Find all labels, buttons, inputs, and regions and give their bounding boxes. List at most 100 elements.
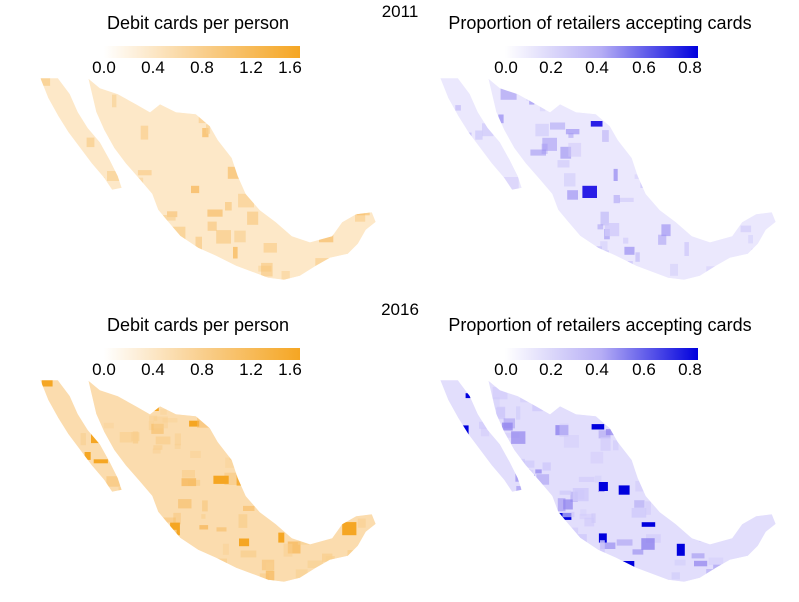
municipality-patch	[497, 406, 506, 420]
municipality-patch	[582, 185, 597, 198]
municipality-patch	[661, 224, 671, 237]
municipality-patch	[512, 458, 525, 464]
municipality-patch	[515, 235, 529, 248]
municipality-patch	[559, 423, 569, 437]
municipality-patch	[716, 384, 730, 397]
municipality-patch	[325, 163, 331, 175]
municipality-patch	[41, 380, 53, 387]
municipality-patch	[195, 389, 205, 399]
municipality-patch	[69, 163, 85, 168]
municipality-patch	[44, 483, 57, 497]
country-border	[39, 77, 377, 281]
municipality-patch	[778, 412, 783, 426]
municipality-patch	[624, 246, 635, 255]
country-border	[39, 379, 377, 583]
municipality-patch	[597, 95, 613, 109]
municipality-patch	[720, 470, 733, 484]
municipality-patch	[602, 554, 607, 567]
municipality-patch	[454, 504, 469, 512]
municipality-patch	[93, 459, 108, 464]
municipality-patch	[101, 138, 110, 146]
municipality-patch	[350, 408, 362, 413]
municipality-patch	[184, 275, 192, 280]
municipality-patch	[155, 436, 171, 445]
municipality-patch	[297, 540, 311, 545]
municipality-patch	[680, 164, 697, 169]
municipality-patch	[144, 228, 151, 234]
municipality-patch	[40, 238, 56, 253]
municipality-patch	[542, 137, 557, 151]
municipality-patch	[195, 236, 202, 250]
municipality-patch	[320, 454, 336, 461]
municipality-patch	[706, 569, 720, 580]
municipality-patch	[673, 475, 682, 483]
municipality-patch	[474, 549, 480, 559]
municipality-patch	[745, 455, 757, 461]
municipality-patch	[142, 95, 155, 102]
municipality-patch	[300, 172, 308, 180]
municipality-patch	[532, 399, 543, 412]
municipality-patch	[750, 490, 757, 499]
municipality-patch	[166, 265, 172, 276]
municipality-patch	[769, 119, 776, 124]
municipality-patch	[455, 105, 461, 111]
municipality-patch	[108, 520, 114, 530]
municipality-patch	[621, 561, 635, 573]
municipality-patch	[48, 214, 59, 229]
municipality-patch	[591, 424, 605, 430]
municipality-patch	[503, 581, 509, 582]
municipality-patch	[174, 433, 181, 446]
municipality-patch	[450, 554, 456, 565]
municipality-patch	[452, 522, 466, 537]
municipality-patch	[737, 107, 745, 112]
municipality-patch	[441, 444, 453, 451]
municipality-patch	[48, 492, 57, 503]
municipality-patch	[41, 453, 56, 465]
municipality-patch	[102, 279, 111, 280]
municipality-patch	[579, 513, 593, 520]
municipality-patch	[440, 111, 449, 124]
municipality-patch	[477, 492, 484, 498]
municipality-patch	[91, 433, 101, 444]
municipality-patch	[713, 564, 721, 577]
municipality-patch	[567, 554, 578, 565]
municipality-patch	[151, 423, 164, 434]
municipality-patch	[563, 435, 579, 448]
municipality-patch	[587, 587, 597, 597]
municipality-patch	[473, 276, 487, 280]
municipality-patch	[634, 174, 641, 179]
municipality-patch	[751, 81, 767, 91]
municipality-patch	[676, 543, 685, 556]
municipality-patch	[618, 485, 630, 495]
municipality-patch	[535, 123, 549, 137]
municipality-patch	[69, 148, 76, 154]
municipality-patch	[351, 586, 366, 590]
municipality-patch	[298, 579, 311, 582]
municipality-patch	[356, 207, 370, 216]
map-panel-retailers-2016: Proportion of retailers accepting cards …	[400, 302, 799, 602]
municipality-patch	[487, 512, 497, 523]
colorbar-tick: 1.2	[239, 360, 263, 379]
municipality-patch	[656, 148, 664, 157]
municipality-patch	[353, 388, 361, 395]
municipality-patch	[493, 397, 500, 410]
municipality-patch	[199, 283, 207, 296]
colorbar-tick: 0.4	[141, 360, 165, 379]
municipality-patch	[492, 197, 506, 209]
municipality-patch	[679, 286, 694, 292]
municipality-patch	[309, 203, 324, 216]
municipality-patch	[266, 562, 274, 572]
municipality-patch	[296, 94, 308, 101]
municipality-patch	[461, 554, 471, 561]
municipality-patch	[670, 263, 678, 276]
municipality-patch	[319, 231, 334, 243]
municipality-patch	[50, 272, 58, 280]
municipality-patch	[476, 196, 492, 205]
municipality-patch	[757, 457, 764, 464]
municipality-patch	[307, 560, 324, 568]
mexico-choropleth	[39, 379, 377, 590]
municipality-patch	[164, 529, 177, 539]
municipality-patch	[688, 470, 694, 478]
mexico-choropleth	[439, 77, 777, 292]
municipality-patch	[153, 416, 168, 429]
